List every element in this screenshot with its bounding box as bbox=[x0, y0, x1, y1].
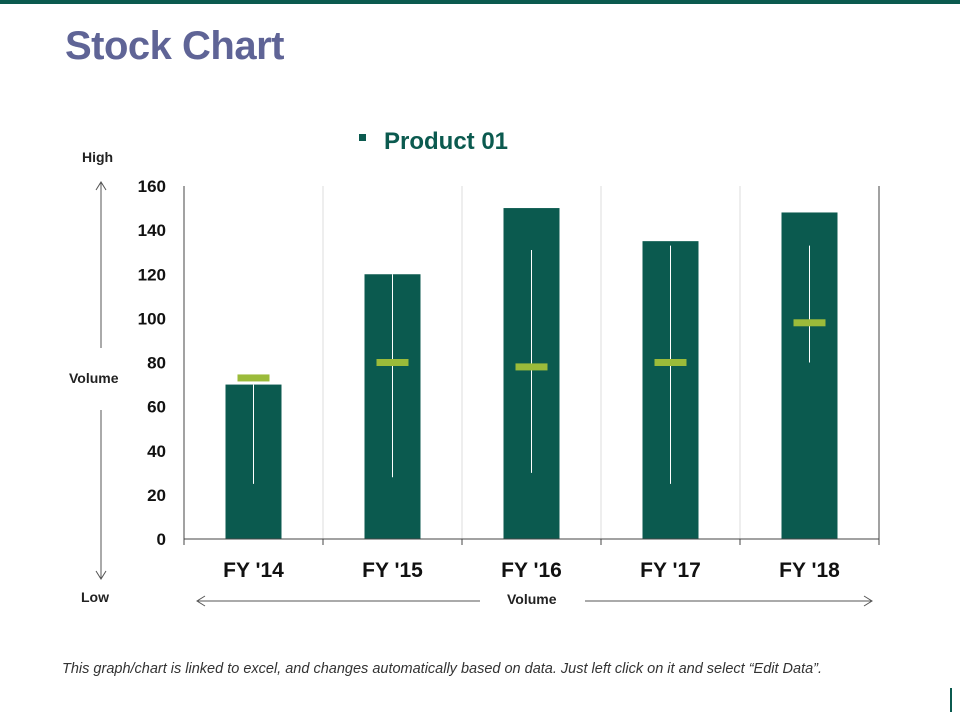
top-accent-bar bbox=[0, 0, 960, 4]
x-category-label: FY '18 bbox=[779, 559, 840, 582]
close-marker[interactable] bbox=[237, 374, 270, 382]
y-tick-label: 160 bbox=[138, 177, 166, 196]
close-marker[interactable] bbox=[376, 359, 409, 366]
x-category-label: FY '16 bbox=[501, 559, 562, 582]
y-tick-label: 100 bbox=[138, 309, 166, 328]
legend-label: Product 01 bbox=[384, 128, 508, 155]
high-label: High bbox=[82, 149, 113, 165]
x-category-label: FY '15 bbox=[362, 559, 423, 582]
y-tick-label: 120 bbox=[138, 265, 166, 284]
volume-bottom-label: Volume bbox=[507, 591, 557, 607]
y-tick-label: 80 bbox=[147, 354, 166, 373]
x-category-label: FY '17 bbox=[640, 559, 701, 582]
y-tick-label: 40 bbox=[147, 442, 166, 461]
footnote: This graph/chart is linked to excel, and… bbox=[62, 661, 823, 677]
page-title: Stock Chart bbox=[65, 24, 285, 68]
bottom-arrow bbox=[196, 595, 873, 607]
corner-mark bbox=[950, 688, 952, 712]
left-arrow bbox=[95, 181, 107, 580]
y-tick-label: 60 bbox=[147, 398, 166, 417]
close-marker[interactable] bbox=[654, 359, 687, 366]
y-tick-label: 20 bbox=[147, 486, 166, 505]
x-category-label: FY '14 bbox=[223, 559, 284, 582]
y-tick-label: 0 bbox=[157, 530, 166, 549]
low-label: Low bbox=[81, 589, 109, 605]
close-marker[interactable] bbox=[515, 363, 548, 371]
close-marker[interactable] bbox=[793, 319, 826, 327]
volume-left-label: Volume bbox=[69, 370, 119, 386]
legend-marker bbox=[359, 134, 366, 141]
y-tick-label: 140 bbox=[138, 221, 166, 240]
